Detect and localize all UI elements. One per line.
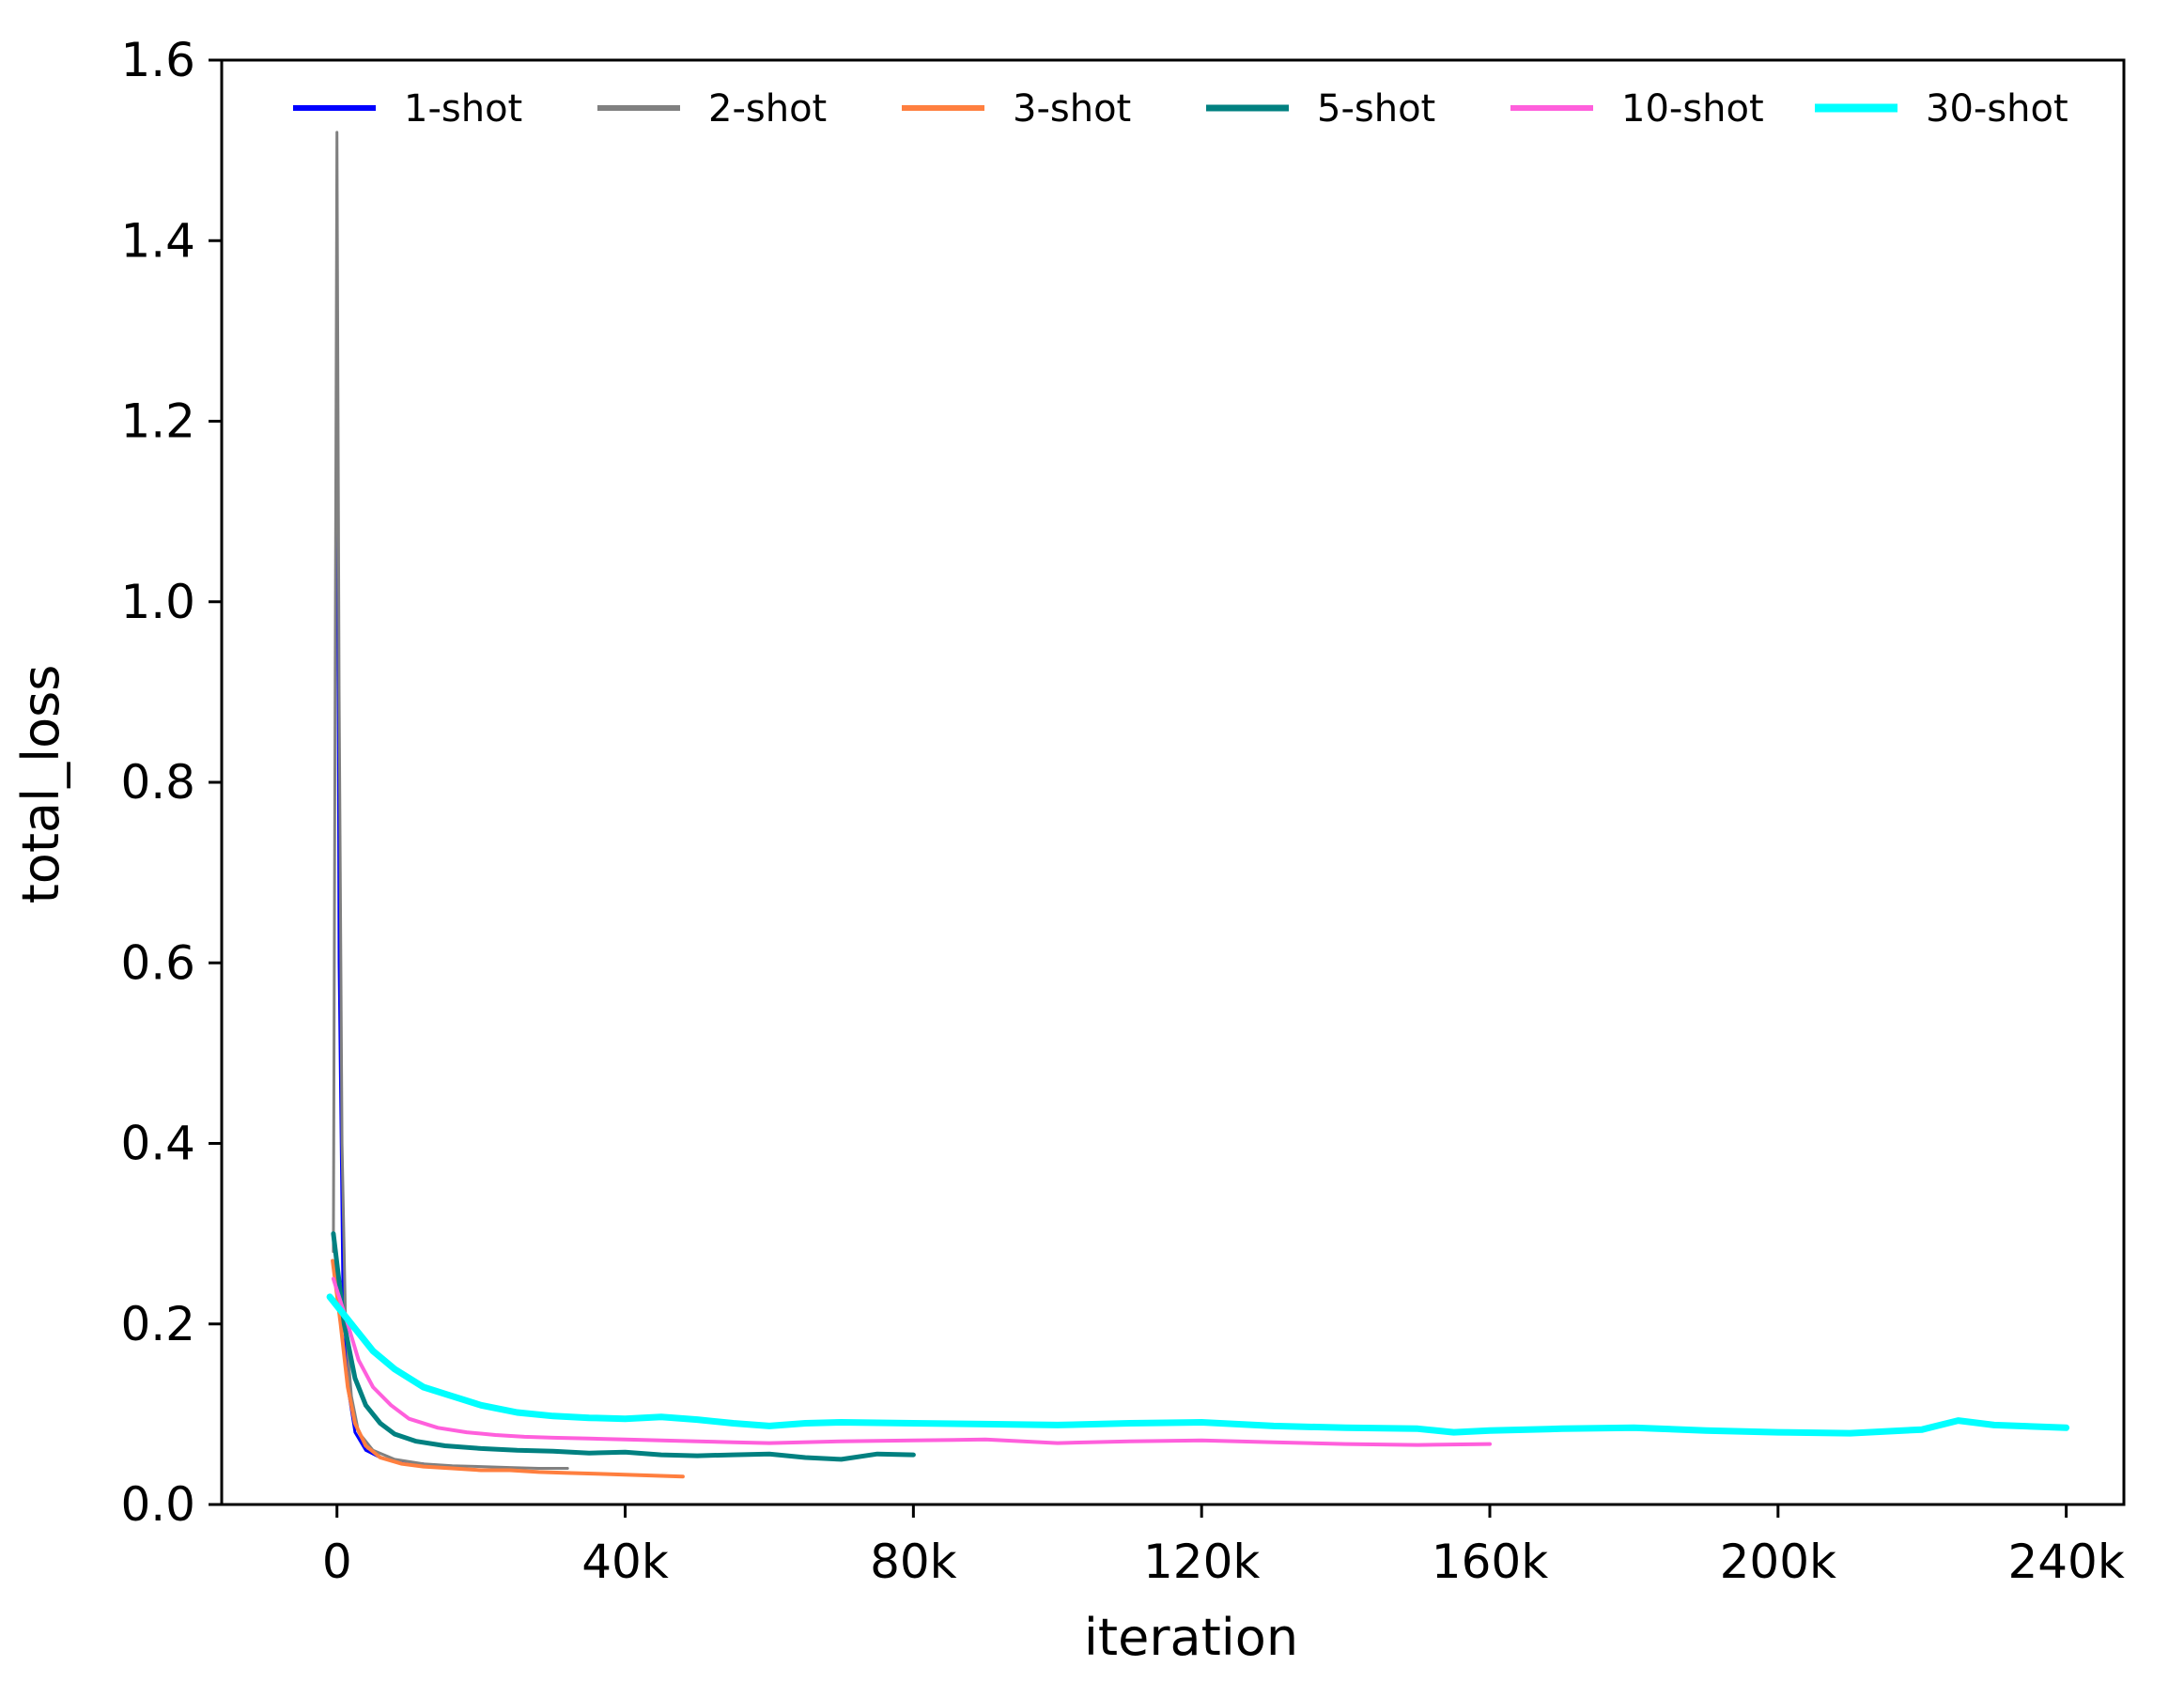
y-tick-label: 0.0 bbox=[120, 1477, 195, 1532]
series-line-30-shot bbox=[326, 1293, 2070, 1437]
x-tick-label: 240k bbox=[2007, 1535, 2124, 1589]
series-line-5-shot bbox=[331, 1231, 916, 1462]
series-line-10-shot bbox=[331, 1276, 1492, 1447]
y-axis-label: total_loss bbox=[11, 665, 70, 904]
x-tick-label: 160k bbox=[1432, 1535, 1548, 1589]
y-tick-label: 0.4 bbox=[120, 1117, 195, 1171]
legend: 1-shot 2-shot 3-shot 5-shot 10-shot 30-shot bbox=[293, 87, 2068, 131]
legend-label-3-shot: 3-shot bbox=[1013, 87, 1131, 131]
x-tick-label: 80k bbox=[870, 1535, 957, 1589]
y-tick-label: 0.6 bbox=[120, 935, 195, 990]
legend-label-1-shot: 1-shot bbox=[404, 87, 522, 131]
legend-label-2-shot: 2-shot bbox=[708, 87, 827, 131]
y-tick-label: 0.2 bbox=[120, 1297, 195, 1351]
x-tick-label: 40k bbox=[581, 1535, 669, 1589]
legend-label-30-shot: 30-shot bbox=[1926, 87, 2068, 131]
y-tick-label: 1.2 bbox=[120, 394, 195, 449]
x-axis-label: iteration bbox=[1084, 1608, 1298, 1667]
legend-label-5-shot: 5-shot bbox=[1317, 87, 1435, 131]
y-tick-label: 1.0 bbox=[120, 575, 195, 629]
series-line-3-shot bbox=[331, 1258, 685, 1479]
x-axis-ticks: 0 40k 80k 120k 160k 200k 240k bbox=[322, 1505, 2125, 1589]
series-layer bbox=[326, 131, 2070, 1479]
legend-label-10-shot: 10-shot bbox=[1621, 87, 1764, 131]
y-axis-ticks: 0.0 0.2 0.4 0.6 0.8 1.0 1.2 1.4 1.6 bbox=[120, 33, 222, 1532]
y-tick-label: 0.8 bbox=[120, 755, 195, 810]
x-tick-label: 0 bbox=[322, 1535, 352, 1589]
y-tick-label: 1.4 bbox=[120, 213, 195, 268]
x-tick-label: 200k bbox=[1720, 1535, 1836, 1589]
x-tick-label: 120k bbox=[1143, 1535, 1260, 1589]
y-tick-label: 1.6 bbox=[120, 33, 195, 87]
